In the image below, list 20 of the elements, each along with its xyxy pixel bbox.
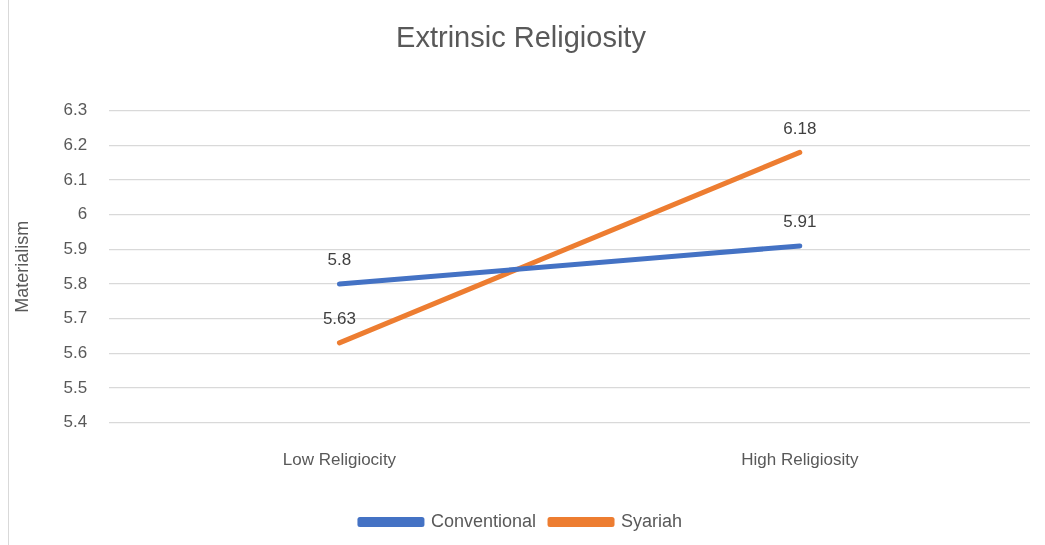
y-tick-label: 6.1 xyxy=(63,169,88,189)
x-tick-label: High Religiosity xyxy=(741,450,859,470)
y-tick-label: 5.6 xyxy=(63,343,88,362)
y-tick-label: 5.9 xyxy=(63,239,88,259)
y-tick-label: 5.4 xyxy=(63,412,88,432)
data-label: 6.18 xyxy=(783,118,817,138)
data-label: 5.63 xyxy=(322,309,356,329)
legend-label: Syariah xyxy=(621,510,683,531)
y-tick-label: 6 xyxy=(77,204,88,224)
legend-label: Conventional xyxy=(430,510,537,531)
data-label: 5.8 xyxy=(327,250,352,270)
y-tick-label: 5.7 xyxy=(63,308,88,328)
y-axis-title: Materialism xyxy=(11,220,32,313)
y-tick-label: 5.5 xyxy=(63,377,88,397)
x-tick-label: Low Religiocity xyxy=(282,450,397,470)
chart-title: Extrinsic Religiosity xyxy=(396,21,647,54)
data-label: 5.91 xyxy=(783,212,817,232)
y-tick-label: 6.3 xyxy=(63,100,88,120)
y-tick-label: 5.8 xyxy=(63,273,88,293)
y-tick-label: 6.2 xyxy=(63,135,88,155)
